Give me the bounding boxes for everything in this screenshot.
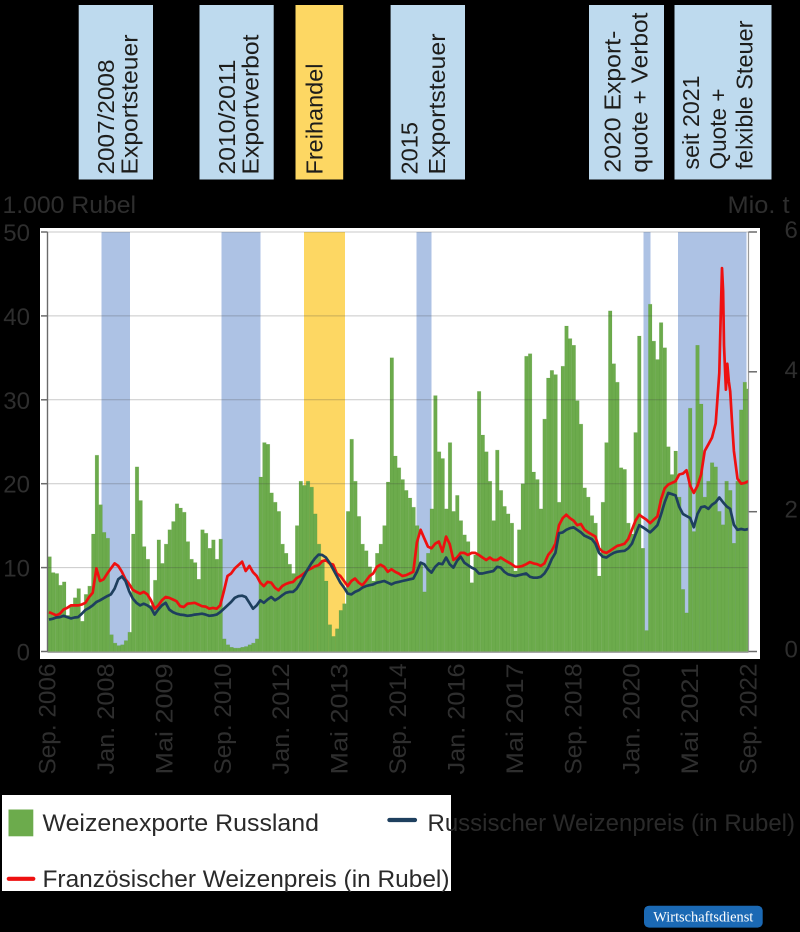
svg-text:Exportsteuer: Exportsteuer (117, 34, 143, 174)
svg-text:0: 0 (17, 640, 30, 667)
svg-text:Französischer Weizenpreis (in: Französischer Weizenpreis (in Rubel) (43, 866, 450, 893)
svg-text:2007/2008: 2007/2008 (93, 59, 119, 174)
svg-text:0: 0 (785, 637, 798, 664)
svg-text:2010/2011: 2010/2011 (214, 60, 240, 175)
svg-text:Wirtschaftsdienst: Wirtschaftsdienst (653, 910, 753, 926)
svg-text:Jan. 2020: Jan. 2020 (619, 664, 646, 775)
svg-text:2: 2 (785, 497, 798, 524)
svg-text:Exportsteuer: Exportsteuer (424, 33, 450, 174)
svg-text:50: 50 (3, 220, 30, 247)
svg-text:Sep. 2014: Sep. 2014 (385, 664, 412, 775)
svg-text:Sep. 2018: Sep. 2018 (560, 664, 587, 775)
svg-text:40: 40 (3, 304, 30, 331)
svg-text:Sep. 2010: Sep. 2010 (210, 664, 237, 775)
svg-text:Russischer Weizenpreis (in Rub: Russischer Weizenpreis (in Rubel) (428, 810, 796, 837)
svg-text:Quote +: Quote + (705, 89, 731, 170)
svg-text:2020 Export-: 2020 Export- (600, 31, 626, 173)
svg-text:felxible Steuer: felxible Steuer (732, 20, 758, 169)
svg-text:4: 4 (785, 357, 798, 384)
svg-text:Mai 2021: Mai 2021 (677, 664, 704, 775)
svg-text:Jan. 2016: Jan. 2016 (443, 664, 470, 775)
svg-text:seit 2021: seit 2021 (678, 76, 704, 170)
svg-text:20: 20 (3, 472, 30, 499)
svg-text:30: 30 (3, 388, 30, 415)
svg-text:6: 6 (785, 217, 798, 244)
svg-text:Weizenexporte Russland: Weizenexporte Russland (43, 810, 320, 837)
svg-text:Mio. t: Mio. t (728, 192, 790, 219)
svg-text:Sep. 2006: Sep. 2006 (35, 664, 62, 775)
svg-text:Mai 2017: Mai 2017 (502, 664, 529, 775)
svg-text:Jan. 2012: Jan. 2012 (268, 664, 295, 775)
svg-text:2015: 2015 (397, 122, 423, 175)
svg-text:10: 10 (3, 556, 30, 583)
svg-text:1.000 Rubel: 1.000 Rubel (3, 192, 137, 219)
svg-text:Exportverbot: Exportverbot (237, 34, 263, 175)
svg-text:Jan. 2008: Jan. 2008 (93, 664, 120, 775)
svg-text:Mai 2009: Mai 2009 (151, 664, 178, 775)
svg-text:quote + Verbot: quote + Verbot (627, 12, 653, 173)
svg-text:Sep. 2022: Sep. 2022 (736, 664, 763, 775)
svg-text:Freihandel: Freihandel (302, 64, 328, 175)
svg-text:Mai 2013: Mai 2013 (327, 664, 354, 775)
